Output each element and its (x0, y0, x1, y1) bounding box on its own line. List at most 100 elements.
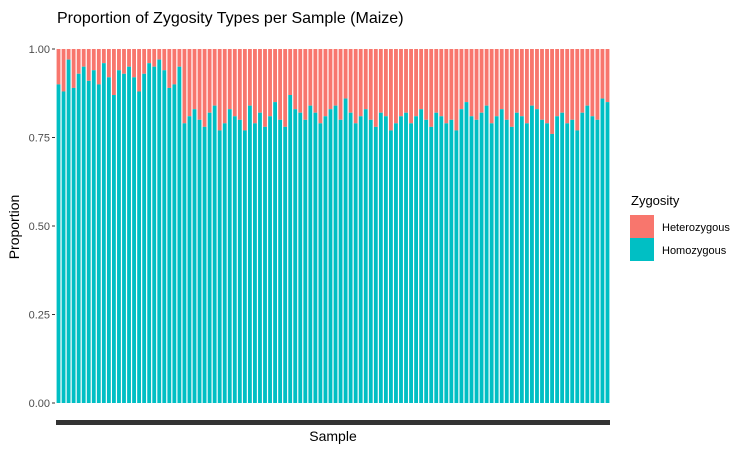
bar-homozygous (580, 112, 585, 403)
bar-homozygous (132, 77, 136, 403)
legend-swatch-homozygous (630, 238, 654, 261)
bar-heterozygous (217, 49, 222, 131)
bar-heterozygous (157, 49, 162, 60)
bar-heterozygous (117, 49, 121, 71)
bar-heterozygous (328, 49, 333, 110)
bar-heterozygous (263, 49, 267, 127)
bar-homozygous (530, 105, 534, 403)
y-axis: 0.00 0.25 0.50 0.75 1.00 (29, 44, 55, 410)
bar-heterozygous (550, 49, 554, 134)
bar-homozygous (590, 116, 595, 403)
bar-homozygous (464, 102, 469, 403)
bar-homozygous (142, 73, 147, 403)
bar-heterozygous (358, 49, 363, 117)
bar-heterozygous (494, 49, 499, 117)
bar-homozygous (242, 130, 247, 404)
bar-homozygous (66, 59, 71, 404)
bar-heterozygous (167, 49, 172, 88)
bar-heterozygous (459, 49, 464, 110)
bar-homozygous (343, 98, 348, 403)
bar-heterozygous (177, 49, 182, 67)
bar-heterozygous (132, 49, 136, 78)
bar-heterozygous (389, 49, 393, 131)
bar-homozygous (258, 112, 262, 403)
bar-homozygous (600, 98, 605, 403)
bar-homozygous (253, 123, 257, 403)
bar-homozygous (207, 112, 212, 403)
y-tick-label: 0.25 (29, 310, 50, 322)
bar-homozygous (56, 84, 61, 404)
bar-homozygous (247, 105, 252, 403)
bar-heterozygous (142, 49, 147, 74)
bar-heterozygous (419, 49, 424, 110)
y-tick-label: 0.00 (29, 398, 50, 410)
bar-homozygous (479, 112, 484, 403)
bar-heterozygous (308, 49, 313, 106)
bar-heterozygous (288, 49, 293, 96)
bar-homozygous (222, 123, 227, 403)
bar-homozygous (434, 112, 439, 403)
y-axis-title: Proportion (6, 195, 22, 260)
bar-homozygous (333, 105, 338, 403)
bar-heterozygous (519, 49, 524, 117)
bar-homozygous (338, 119, 343, 404)
bar-heterozygous (202, 49, 207, 127)
bar-heterozygous (414, 49, 419, 117)
bar-heterozygous (66, 49, 71, 60)
bar-homozygous (373, 126, 378, 403)
bar-heterozygous (555, 49, 560, 117)
bar-heterozygous (399, 49, 403, 117)
bar-homozygous (353, 123, 358, 403)
bar-heterozygous (212, 49, 217, 106)
bar-heterozygous (86, 49, 91, 81)
bar-heterozygous (56, 49, 61, 85)
bar-homozygous (283, 126, 288, 403)
bar-homozygous (449, 119, 454, 404)
bar-homozygous (585, 105, 590, 403)
bar-homozygous (152, 66, 157, 403)
bar-heterozygous (499, 49, 504, 110)
bar-homozygous (278, 119, 283, 404)
bar-heterozygous (247, 49, 252, 106)
bar-homozygous (112, 95, 116, 404)
bar-heterozygous (484, 49, 489, 106)
bars-group (56, 49, 610, 404)
bar-homozygous (96, 84, 101, 404)
bar-heterozygous (378, 49, 383, 113)
bar-heterozygous (570, 49, 575, 120)
bar-heterozygous (106, 49, 111, 78)
bar-homozygous (308, 105, 313, 403)
bar-heterozygous (172, 49, 177, 85)
bar-homozygous (514, 112, 519, 403)
bar-heterozygous (187, 49, 192, 117)
bar-heterozygous (242, 49, 247, 131)
bar-homozygous (328, 109, 333, 404)
bar-heterozygous (227, 49, 232, 110)
bar-homozygous (227, 109, 232, 404)
bar-heterozygous (112, 49, 116, 96)
bar-homozygous (424, 119, 429, 404)
bar-heterozygous (237, 49, 242, 120)
bar-homozygous (157, 59, 162, 404)
bar-heterozygous (600, 49, 605, 99)
bar-heterozygous (152, 49, 157, 67)
bar-homozygous (550, 133, 554, 403)
bar-homozygous (187, 116, 192, 403)
bar-heterozygous (348, 49, 353, 113)
bar-homozygous (575, 130, 580, 404)
bar-heterozygous (545, 49, 549, 124)
legend-label-homozygous: Homozygous (662, 245, 727, 257)
legend-swatch-heterozygous (630, 215, 654, 238)
bar-homozygous (122, 73, 126, 403)
chart-title: Proportion of Zygosity Types per Sample … (57, 10, 404, 27)
bar-homozygous (172, 84, 177, 404)
bar-homozygous (288, 95, 293, 404)
y-tick-label: 0.75 (29, 133, 50, 145)
bar-homozygous (419, 109, 424, 404)
bar-heterozygous (469, 49, 474, 117)
bar-homozygous (469, 116, 474, 403)
bar-heterozygous (565, 49, 570, 124)
bar-homozygous (363, 109, 368, 404)
bar-heterozygous (91, 49, 96, 71)
